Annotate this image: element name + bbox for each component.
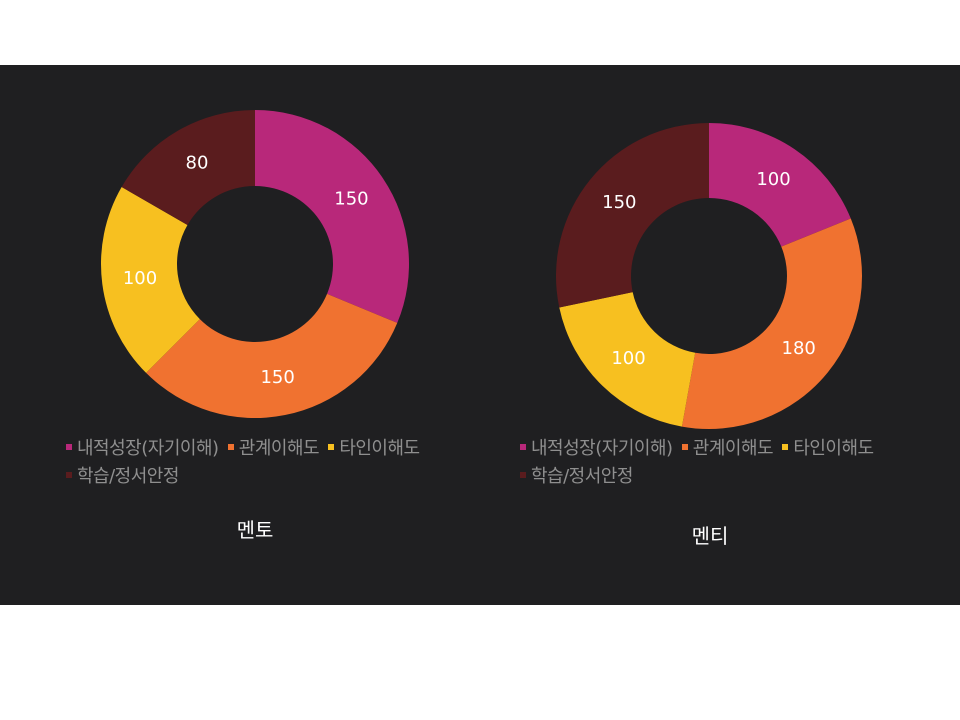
donut-slice (121, 110, 256, 225)
legend-swatch (520, 444, 526, 450)
legend-item: 관계이해도 (227, 435, 320, 463)
data-label: 180 (782, 338, 816, 359)
data-label: 100 (611, 348, 645, 369)
donut-mentor-svg: 150 150 100 80 (101, 110, 409, 418)
legend-label: 관계이해도 (692, 438, 774, 459)
data-label: 100 (123, 268, 157, 289)
chart-caption-mentee: 멘티 (691, 524, 729, 548)
legend-label: 타인이해도 (793, 438, 874, 459)
data-label: 150 (602, 192, 636, 213)
legend-label: 관계이해도 (238, 438, 320, 459)
legend-item: 학습/정서안정 (66, 463, 179, 491)
legend-mentor: 내적성장(자기이해) 관계이해도 타인이해도 학습/정서안정 (66, 435, 456, 491)
data-label: 100 (756, 169, 790, 190)
legend-label: 타인이해도 (339, 438, 420, 459)
donut-slice (681, 218, 862, 429)
legend-swatch (328, 444, 335, 450)
legend-item: 내적성장(자기이해) (520, 435, 673, 463)
legend-mentee: 내적성장(자기이해) 관계이해도 타인이해도 학습/정서안정 (520, 435, 910, 491)
legend-label: 내적성장(자기이해) (531, 438, 673, 459)
data-label: 150 (260, 367, 294, 388)
legend-label: 학습/정서안정 (77, 466, 179, 487)
legend-swatch (681, 444, 688, 450)
legend-label: 내적성장(자기이해) (77, 438, 219, 459)
legend-item: 타인이해도 (328, 435, 420, 463)
legend-swatch (66, 472, 72, 478)
legend-item: 학습/정서안정 (520, 463, 633, 491)
donut-mentee-svg: 100 180 100 150 (556, 122, 862, 429)
legend-item: 내적성장(자기이해) (66, 435, 219, 463)
data-label: 150 (334, 189, 368, 210)
legend-item: 관계이해도 (681, 435, 774, 463)
donut-slice (101, 187, 200, 373)
donut-slice (556, 122, 709, 308)
legend-swatch (66, 444, 72, 450)
legend-label: 학습/정서안정 (531, 466, 633, 487)
donut-slice (559, 292, 696, 427)
donut-slice (255, 110, 409, 323)
donut-slice (709, 123, 851, 247)
data-label: 80 (186, 153, 209, 174)
legend-swatch (520, 472, 526, 478)
chart-caption-mentor: 멘토 (236, 518, 274, 542)
legend-item: 타인이해도 (782, 435, 874, 463)
legend-swatch (227, 444, 234, 450)
donut-slice (146, 293, 398, 418)
legend-swatch (782, 444, 789, 450)
